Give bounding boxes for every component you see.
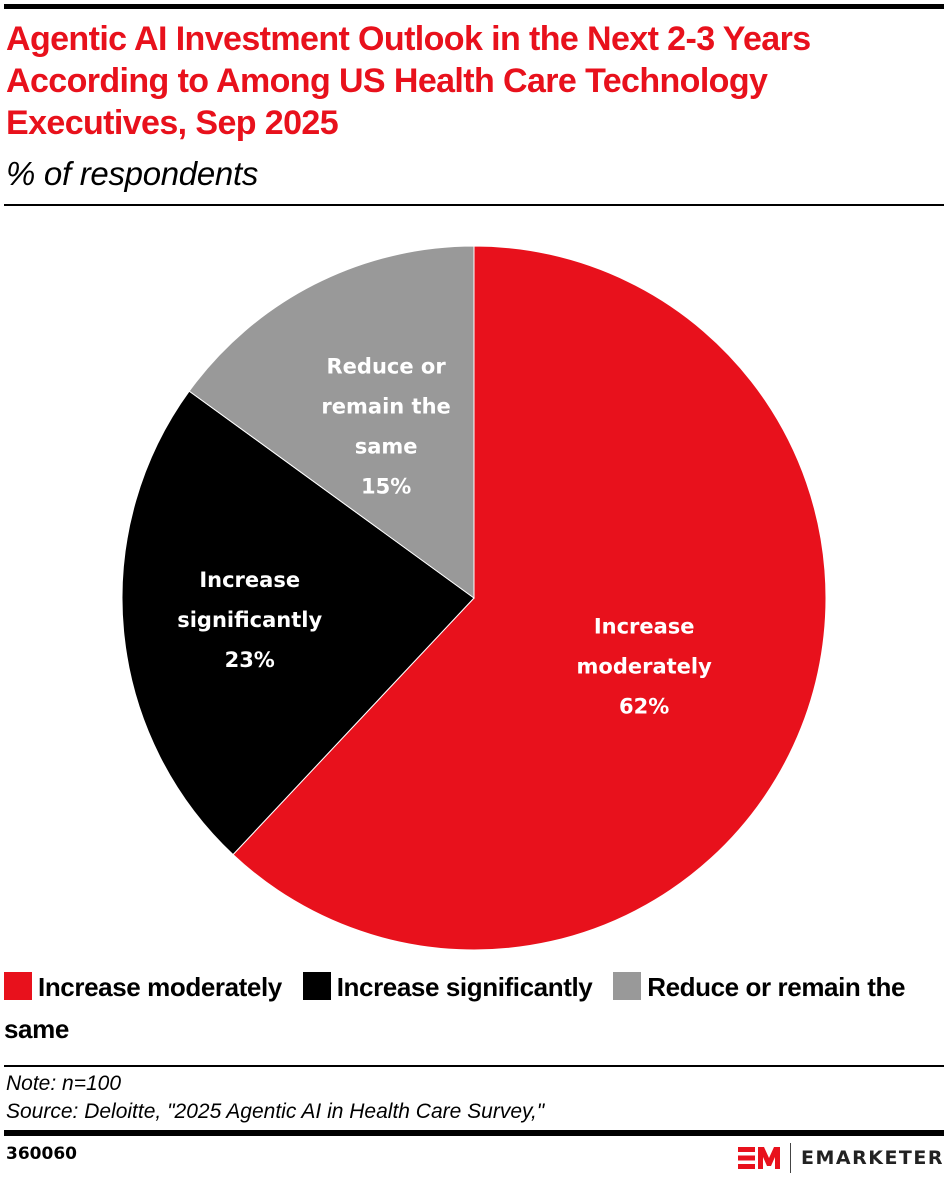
pie-slice-increase-moderately xyxy=(232,245,827,951)
slice-value-label: 15% xyxy=(361,475,411,499)
legend-swatch-red xyxy=(4,972,32,1000)
pie-chart: Increase moderately 62% Increase significant… xyxy=(121,245,827,951)
legend: Increase moderately Increase significant… xyxy=(4,966,948,1050)
legend-label: Increase moderately xyxy=(38,972,282,1002)
chart-id: 360060 xyxy=(6,1144,77,1164)
em-logo-icon xyxy=(738,1147,780,1169)
note-rule xyxy=(4,1065,944,1067)
slice-label-line: Increase xyxy=(199,568,300,592)
slice-label-increase-significantly: Increase significantly 23% xyxy=(177,568,322,672)
slice-label-line: Reduce or xyxy=(327,355,447,379)
source-text: Source: Deloitte, "2025 Agentic AI in He… xyxy=(6,1100,545,1123)
pie-slice-increase-significantly xyxy=(121,390,475,856)
bottom-rule xyxy=(4,1130,944,1136)
legend-swatch-black xyxy=(302,972,331,1000)
chart-subtitle: % of respondents xyxy=(6,155,259,192)
slice-label-increase-moderately: Increase moderately 62% xyxy=(577,614,713,718)
legend-item-reduce-or-remain: Reduce or remain the same xyxy=(4,972,905,1044)
brand-separator xyxy=(790,1143,791,1173)
slice-value-label: 62% xyxy=(619,694,669,718)
pie-labels: Increase moderately 62% Increase significant… xyxy=(177,355,712,719)
subtitle-rule xyxy=(4,204,944,206)
chart-title: Agentic AI Investment Outlook in the Nex… xyxy=(6,20,811,142)
slice-label-line: moderately xyxy=(577,654,713,678)
legend-item-increase-significantly: Increase significantly xyxy=(302,972,593,1002)
brand-logo: EMARKETER xyxy=(738,1142,944,1174)
legend-item-increase-moderately: Increase moderately xyxy=(4,972,282,1002)
slice-label-line: remain the xyxy=(321,395,450,419)
top-rule xyxy=(4,4,944,9)
pie-slice-reduce-or-remain-the-same xyxy=(188,245,475,599)
footnote: Note: n=100 xyxy=(6,1072,122,1095)
legend-label: Reduce or remain the same xyxy=(4,972,906,1044)
slice-value-label: 23% xyxy=(225,648,275,672)
slice-label-line: Increase xyxy=(594,614,695,638)
slice-label-line: same xyxy=(355,435,418,459)
pie-slices xyxy=(121,245,827,951)
legend-label: Increase significantly xyxy=(336,972,593,1002)
slice-label-line: significantly xyxy=(177,608,322,632)
legend-swatch-gray xyxy=(613,972,642,1000)
brand-name: EMARKETER xyxy=(801,1147,944,1169)
slice-label-reduce-or-remain-the-same: Reduce or remain the same 15% xyxy=(321,355,450,499)
